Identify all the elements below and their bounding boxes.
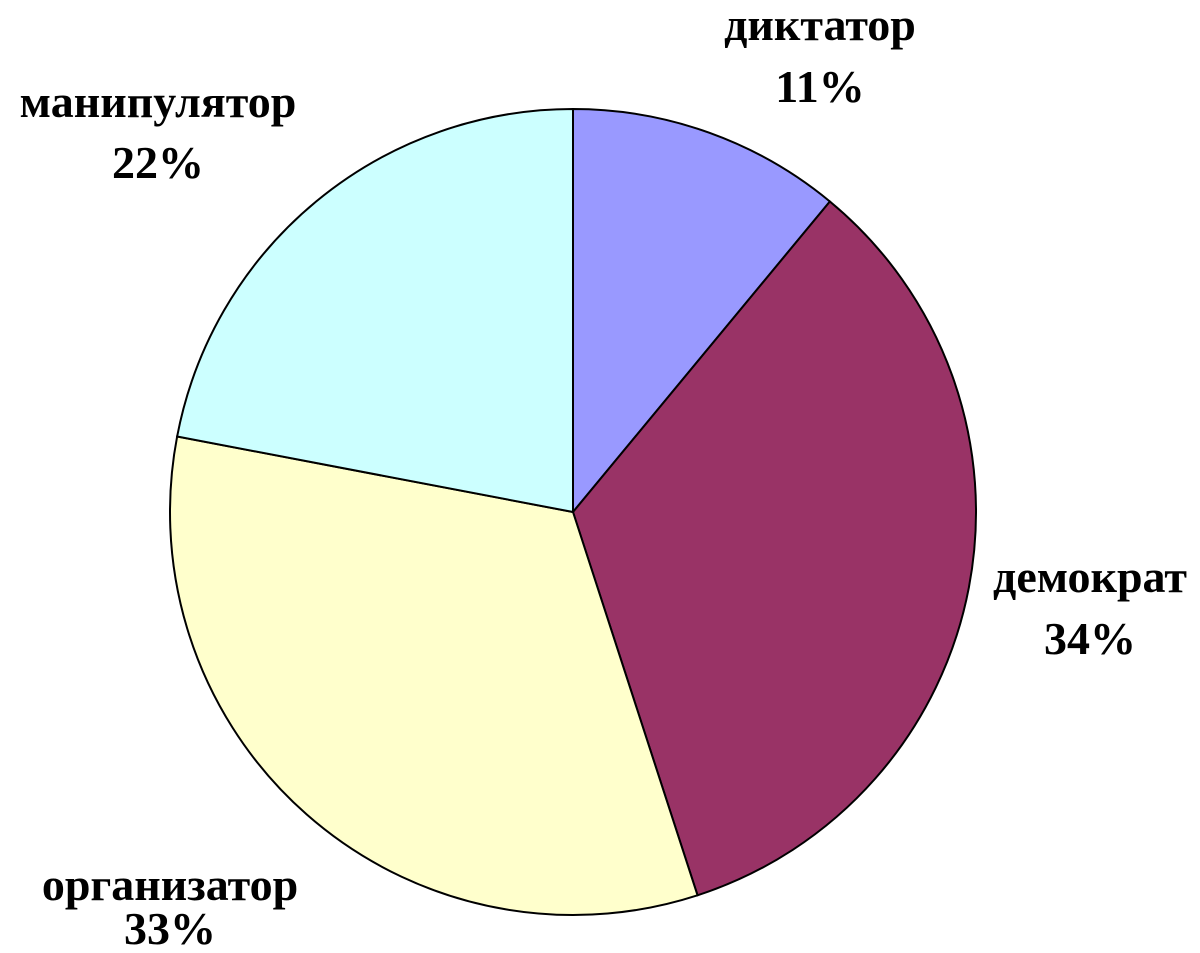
slice-name-label: манипулятор [20, 76, 297, 127]
pie-slice-3 [175, 107, 574, 514]
slice-name-label: демократ [993, 551, 1187, 602]
pie-slices [169, 107, 977, 916]
pie-slice-0 [572, 107, 832, 515]
slice-name-label: диктатор [724, 0, 916, 50]
slice-percent-label: 34% [1044, 613, 1136, 664]
slice-percent-label: 33% [124, 903, 216, 953]
pie-slice-1 [571, 200, 977, 897]
slice-percent-label: 11% [775, 61, 864, 112]
slice-name-label: организатор [42, 859, 298, 910]
slice-percent-label: 22% [112, 137, 204, 188]
pie-slice-2 [169, 435, 699, 916]
